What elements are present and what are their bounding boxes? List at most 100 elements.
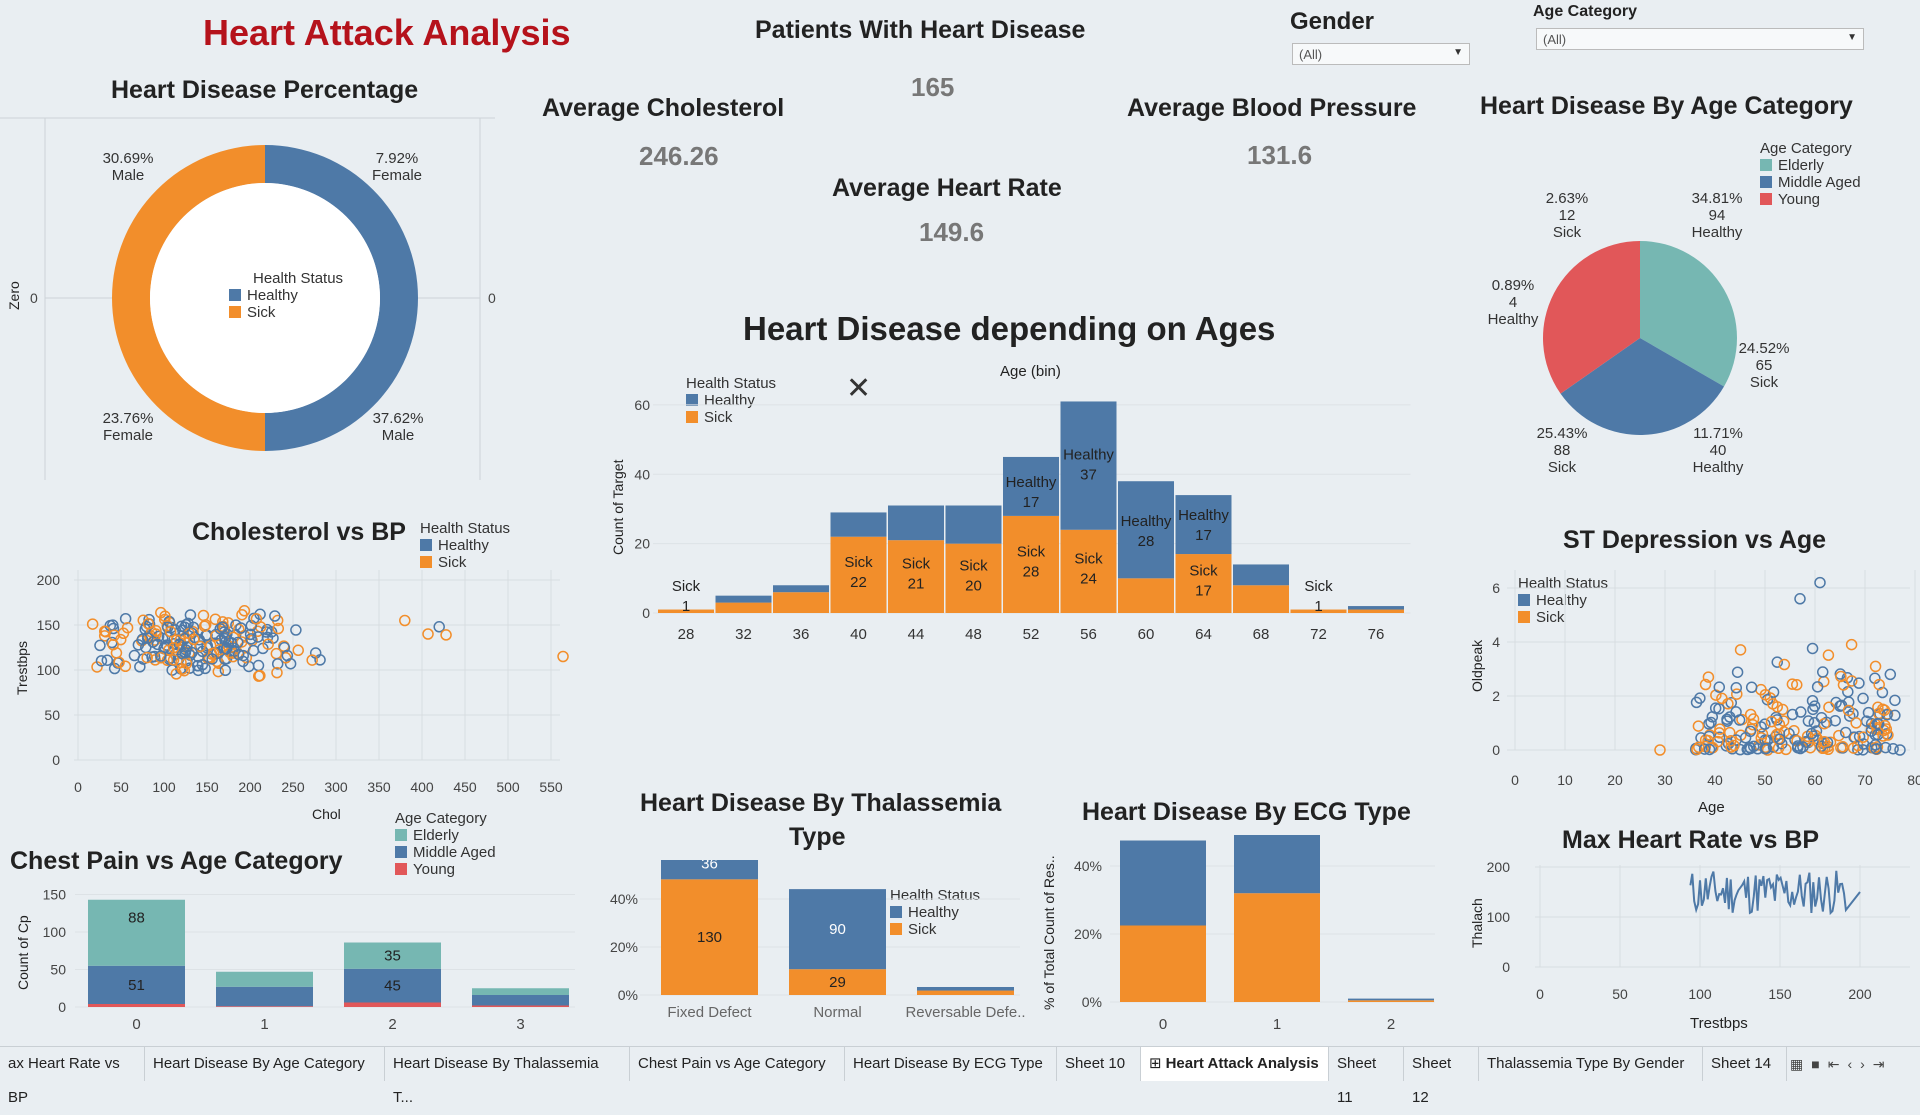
donut-label-3: 23.76% Female <box>102 410 154 444</box>
gender-filter-dropdown[interactable]: (All) ▼ <box>1292 43 1470 65</box>
scatter-point <box>1811 681 1824 693</box>
grid-icon[interactable]: ▦ <box>1790 1056 1812 1072</box>
bar-healthy <box>1348 606 1404 610</box>
bar-sick <box>789 969 886 995</box>
bar-young <box>216 1006 313 1007</box>
tab-sheet-12[interactable]: Sheet 12 <box>1404 1047 1479 1106</box>
scatter-point <box>1843 710 1856 722</box>
scatter-point <box>1759 718 1771 730</box>
scatter-point <box>197 609 210 622</box>
tab-max-heart-rate[interactable]: ax Heart Rate vs BP <box>0 1047 145 1106</box>
avg-chol-value: 246.26 <box>639 141 719 171</box>
chol-bp-ylabel: Trestbps <box>14 641 30 695</box>
x-tick-label: 150 <box>1768 986 1792 1002</box>
x-tick-label: 56 <box>1080 626 1097 643</box>
scatter-point <box>272 622 285 635</box>
legend-item-healthy: Healthy <box>229 287 343 304</box>
stop-icon[interactable]: ■ <box>1811 1056 1828 1072</box>
x-tick-label: 30 <box>1657 772 1673 788</box>
first-icon[interactable]: ⇤ <box>1827 1056 1848 1072</box>
y-tick-label: 2 <box>1492 688 1500 704</box>
age-cat-pie-legend: Age Category Elderly Middle Aged Young <box>1760 140 1861 208</box>
bar-healthy <box>1060 401 1117 530</box>
avg-bp-title: Average Blood Pressure <box>1127 94 1417 122</box>
y-tick-label: 150 <box>37 617 61 633</box>
scatter-point <box>1731 666 1744 678</box>
scatter-point <box>262 638 274 650</box>
bar-label: Sick <box>672 578 701 595</box>
scatter-point <box>1869 739 1882 751</box>
chest-pain-ylabel: Count of Cp <box>15 915 31 990</box>
last-icon[interactable]: ⇥ <box>1872 1056 1893 1072</box>
x-tick-label: 0 <box>1159 1016 1167 1033</box>
close-icon[interactable]: ✕ <box>846 372 872 405</box>
x-tick-label: 20 <box>1607 772 1623 788</box>
ecg-chart: 0% 20% 40% 0 1 2 <box>1074 835 1435 1033</box>
chol-bp-xlabel: Chol <box>312 806 341 822</box>
scatter-point <box>1654 744 1666 756</box>
age-filter-dropdown[interactable]: (All) ▼ <box>1536 28 1864 50</box>
scatter-point <box>1845 638 1858 651</box>
tab-chest-pain[interactable]: Chest Pain vs Age Category <box>630 1047 845 1081</box>
tab-sheet-11[interactable]: Sheet 11 <box>1329 1047 1404 1106</box>
age-filter-label: Age Category <box>1533 3 1638 20</box>
scatter-point <box>1802 715 1815 727</box>
scatter-point <box>212 665 225 678</box>
bar-healthy <box>661 860 758 880</box>
scatter-point <box>292 644 304 657</box>
scatter-point <box>237 649 249 662</box>
scatter-point <box>1692 720 1705 732</box>
scatter-point <box>1734 644 1747 656</box>
scatter-point <box>440 629 452 641</box>
legend-title: Health Status <box>686 375 777 392</box>
scatter-point <box>86 618 99 630</box>
scatter-point <box>192 659 204 672</box>
bar-label: 17 <box>1195 583 1212 600</box>
scatter-point <box>1747 713 1760 725</box>
chest-pain-title: Chest Pain vs Age Category <box>10 847 343 875</box>
tab-ecg-type[interactable]: Heart Disease By ECG Type <box>845 1047 1057 1081</box>
tab-sheet-14[interactable]: Sheet 14 <box>1703 1047 1787 1081</box>
scatter-point <box>422 628 434 640</box>
scatter-point <box>1871 717 1884 730</box>
st-dep-title: ST Depression vs Age <box>1563 526 1827 554</box>
x-tick-label: 50 <box>1757 772 1773 788</box>
bar-label: 36 <box>701 860 718 872</box>
scatter-point <box>1889 709 1901 722</box>
tab-sheet-10[interactable]: Sheet 10 <box>1057 1047 1141 1081</box>
scatter-point <box>142 618 155 630</box>
scatter-point <box>271 658 284 670</box>
prev-icon[interactable]: ‹ <box>1847 1056 1861 1072</box>
bar-label: 88 <box>128 909 145 926</box>
x-tick-label: 60 <box>1138 626 1155 643</box>
scatter-point <box>1716 692 1728 705</box>
y-tick-label: 20 <box>634 536 650 552</box>
scatter-point <box>1839 726 1852 739</box>
ages-legend: Health Status Healthy Sick <box>686 375 776 426</box>
legend-item-healthy: Healthy <box>890 904 980 921</box>
scatter-point <box>173 638 186 651</box>
bar-sick <box>1120 925 1206 1002</box>
y-tick-label: 150 <box>43 887 67 903</box>
bar-sick <box>661 879 758 995</box>
scatter-point <box>1745 681 1758 694</box>
pie-label-3: 0.89% 4 Healthy <box>1487 277 1539 328</box>
scatter-point <box>281 649 294 662</box>
scatter-point <box>1862 706 1875 719</box>
scatter-point <box>175 656 187 669</box>
scatter-point <box>1730 706 1742 718</box>
bar-label: 90 <box>829 921 846 938</box>
tab-thalassemia[interactable]: Heart Disease By Thalassemia T... <box>385 1047 630 1106</box>
y-tick-label: 20% <box>1074 926 1102 942</box>
x-tick-label: 550 <box>539 779 563 795</box>
bar-label: Sick <box>959 557 988 574</box>
tab-thalassemia-gender[interactable]: Thalassemia Type By Gender <box>1479 1047 1703 1081</box>
bar-young <box>472 1005 569 1007</box>
next-icon[interactable]: › <box>1860 1056 1873 1072</box>
bar-healthy <box>1234 835 1320 894</box>
y-tick-label: 0 <box>58 999 66 1015</box>
tab-age-category[interactable]: Heart Disease By Age Category <box>145 1047 385 1081</box>
bar-healthy <box>715 595 772 603</box>
scatter-point <box>233 623 245 636</box>
tab-heart-attack-analysis[interactable]: ⊞ Heart Attack Analysis <box>1141 1047 1329 1081</box>
